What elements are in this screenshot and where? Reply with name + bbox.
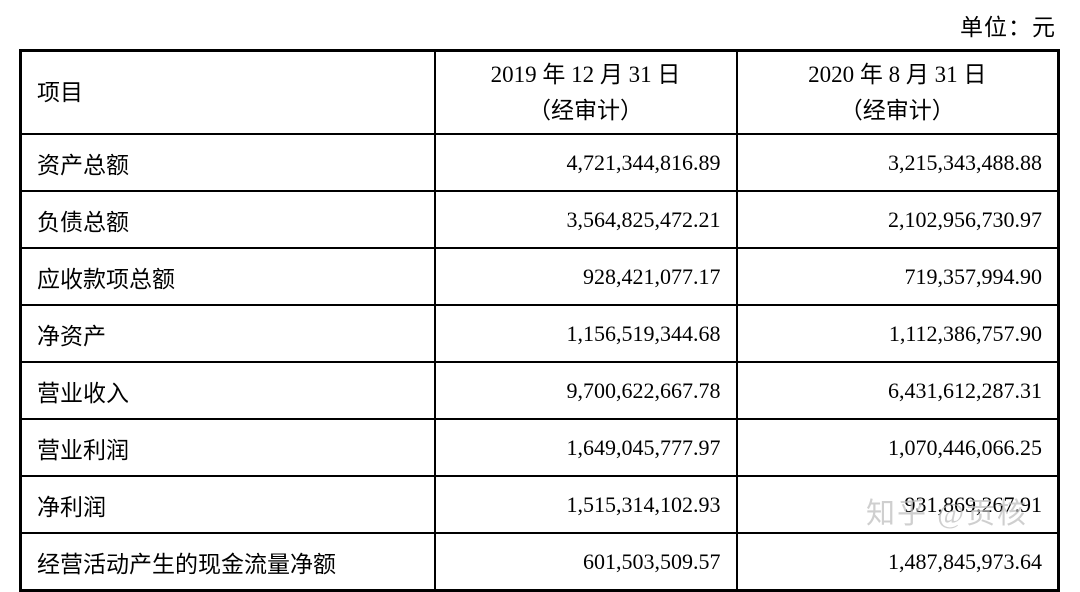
table-row-operating-revenue: 营业收入 9,700,622,667.78 6,431,612,287.31 — [19, 361, 1060, 420]
row-item-label: 净资产 — [19, 304, 436, 363]
row-item-label: 经营活动产生的现金流量净额 — [19, 532, 436, 592]
row-value-2019: 1,515,314,102.93 — [433, 475, 738, 534]
row-item-label: 营业利润 — [19, 418, 436, 477]
table-row-operating-profit: 营业利润 1,649,045,777.97 1,070,446,066.25 — [19, 418, 1060, 477]
table-row-total-liabilities: 负债总额 3,564,825,472.21 2,102,956,730.97 — [19, 190, 1060, 249]
table-row-total-receivables: 应收款项总额 928,421,077.17 719,357,994.90 — [19, 247, 1060, 306]
row-item-label: 资产总额 — [19, 133, 436, 192]
row-value-2019: 3,564,825,472.21 — [433, 190, 738, 249]
row-item-label: 净利润 — [19, 475, 436, 534]
header-2019-date: 2019 年 12 月 31 日 — [490, 61, 681, 87]
row-value-2020: 719,357,994.90 — [735, 247, 1060, 306]
row-value-2020: 3,215,343,488.88 — [735, 133, 1060, 192]
row-value-2020: 2,102,956,730.97 — [735, 190, 1060, 249]
row-value-2020: 1,487,845,973.64 — [735, 532, 1060, 592]
row-value-2020: 931,869,267.91 — [735, 475, 1060, 534]
unit-label: 单位：元 — [960, 15, 1056, 40]
row-value-2020: 6,431,612,287.31 — [735, 361, 1060, 420]
table-row-net-assets: 净资产 1,156,519,344.68 1,112,386,757.90 — [19, 304, 1060, 363]
table-row-total-assets: 资产总额 4,721,344,816.89 3,215,343,488.88 — [19, 133, 1060, 192]
table-row-net-profit: 净利润 1,515,314,102.93 931,869,267.91 — [19, 475, 1060, 534]
row-value-2019: 1,156,519,344.68 — [433, 304, 738, 363]
row-item-label: 应收款项总额 — [19, 247, 436, 306]
row-value-2019: 601,503,509.57 — [433, 532, 738, 592]
table-row-operating-cash-flow: 经营活动产生的现金流量净额 601,503,509.57 1,487,845,9… — [19, 532, 1060, 592]
row-value-2019: 4,721,344,816.89 — [433, 133, 738, 192]
table-header-row: 项目 2019 年 12 月 31 日 （经审计） 2020 年 8 月 31 … — [19, 49, 1060, 135]
header-item-column: 项目 — [19, 49, 436, 135]
row-value-2019: 1,649,045,777.97 — [433, 418, 738, 477]
header-2020-column: 2020 年 8 月 31 日 （经审计） — [735, 49, 1060, 135]
row-item-label: 营业收入 — [19, 361, 436, 420]
header-2019-column: 2019 年 12 月 31 日 （经审计） — [433, 49, 738, 135]
row-value-2020: 1,112,386,757.90 — [735, 304, 1060, 363]
row-value-2019: 928,421,077.17 — [433, 247, 738, 306]
financial-summary-table: 项目 2019 年 12 月 31 日 （经审计） 2020 年 8 月 31 … — [19, 49, 1060, 592]
header-2020-date: 2020 年 8 月 31 日 — [808, 61, 987, 87]
header-2020-audited: （经审计） — [839, 97, 955, 123]
row-value-2020: 1,070,446,066.25 — [735, 418, 1060, 477]
row-value-2019: 9,700,622,667.78 — [433, 361, 738, 420]
row-item-label: 负债总额 — [19, 190, 436, 249]
header-2019-audited: （经审计） — [528, 97, 643, 123]
